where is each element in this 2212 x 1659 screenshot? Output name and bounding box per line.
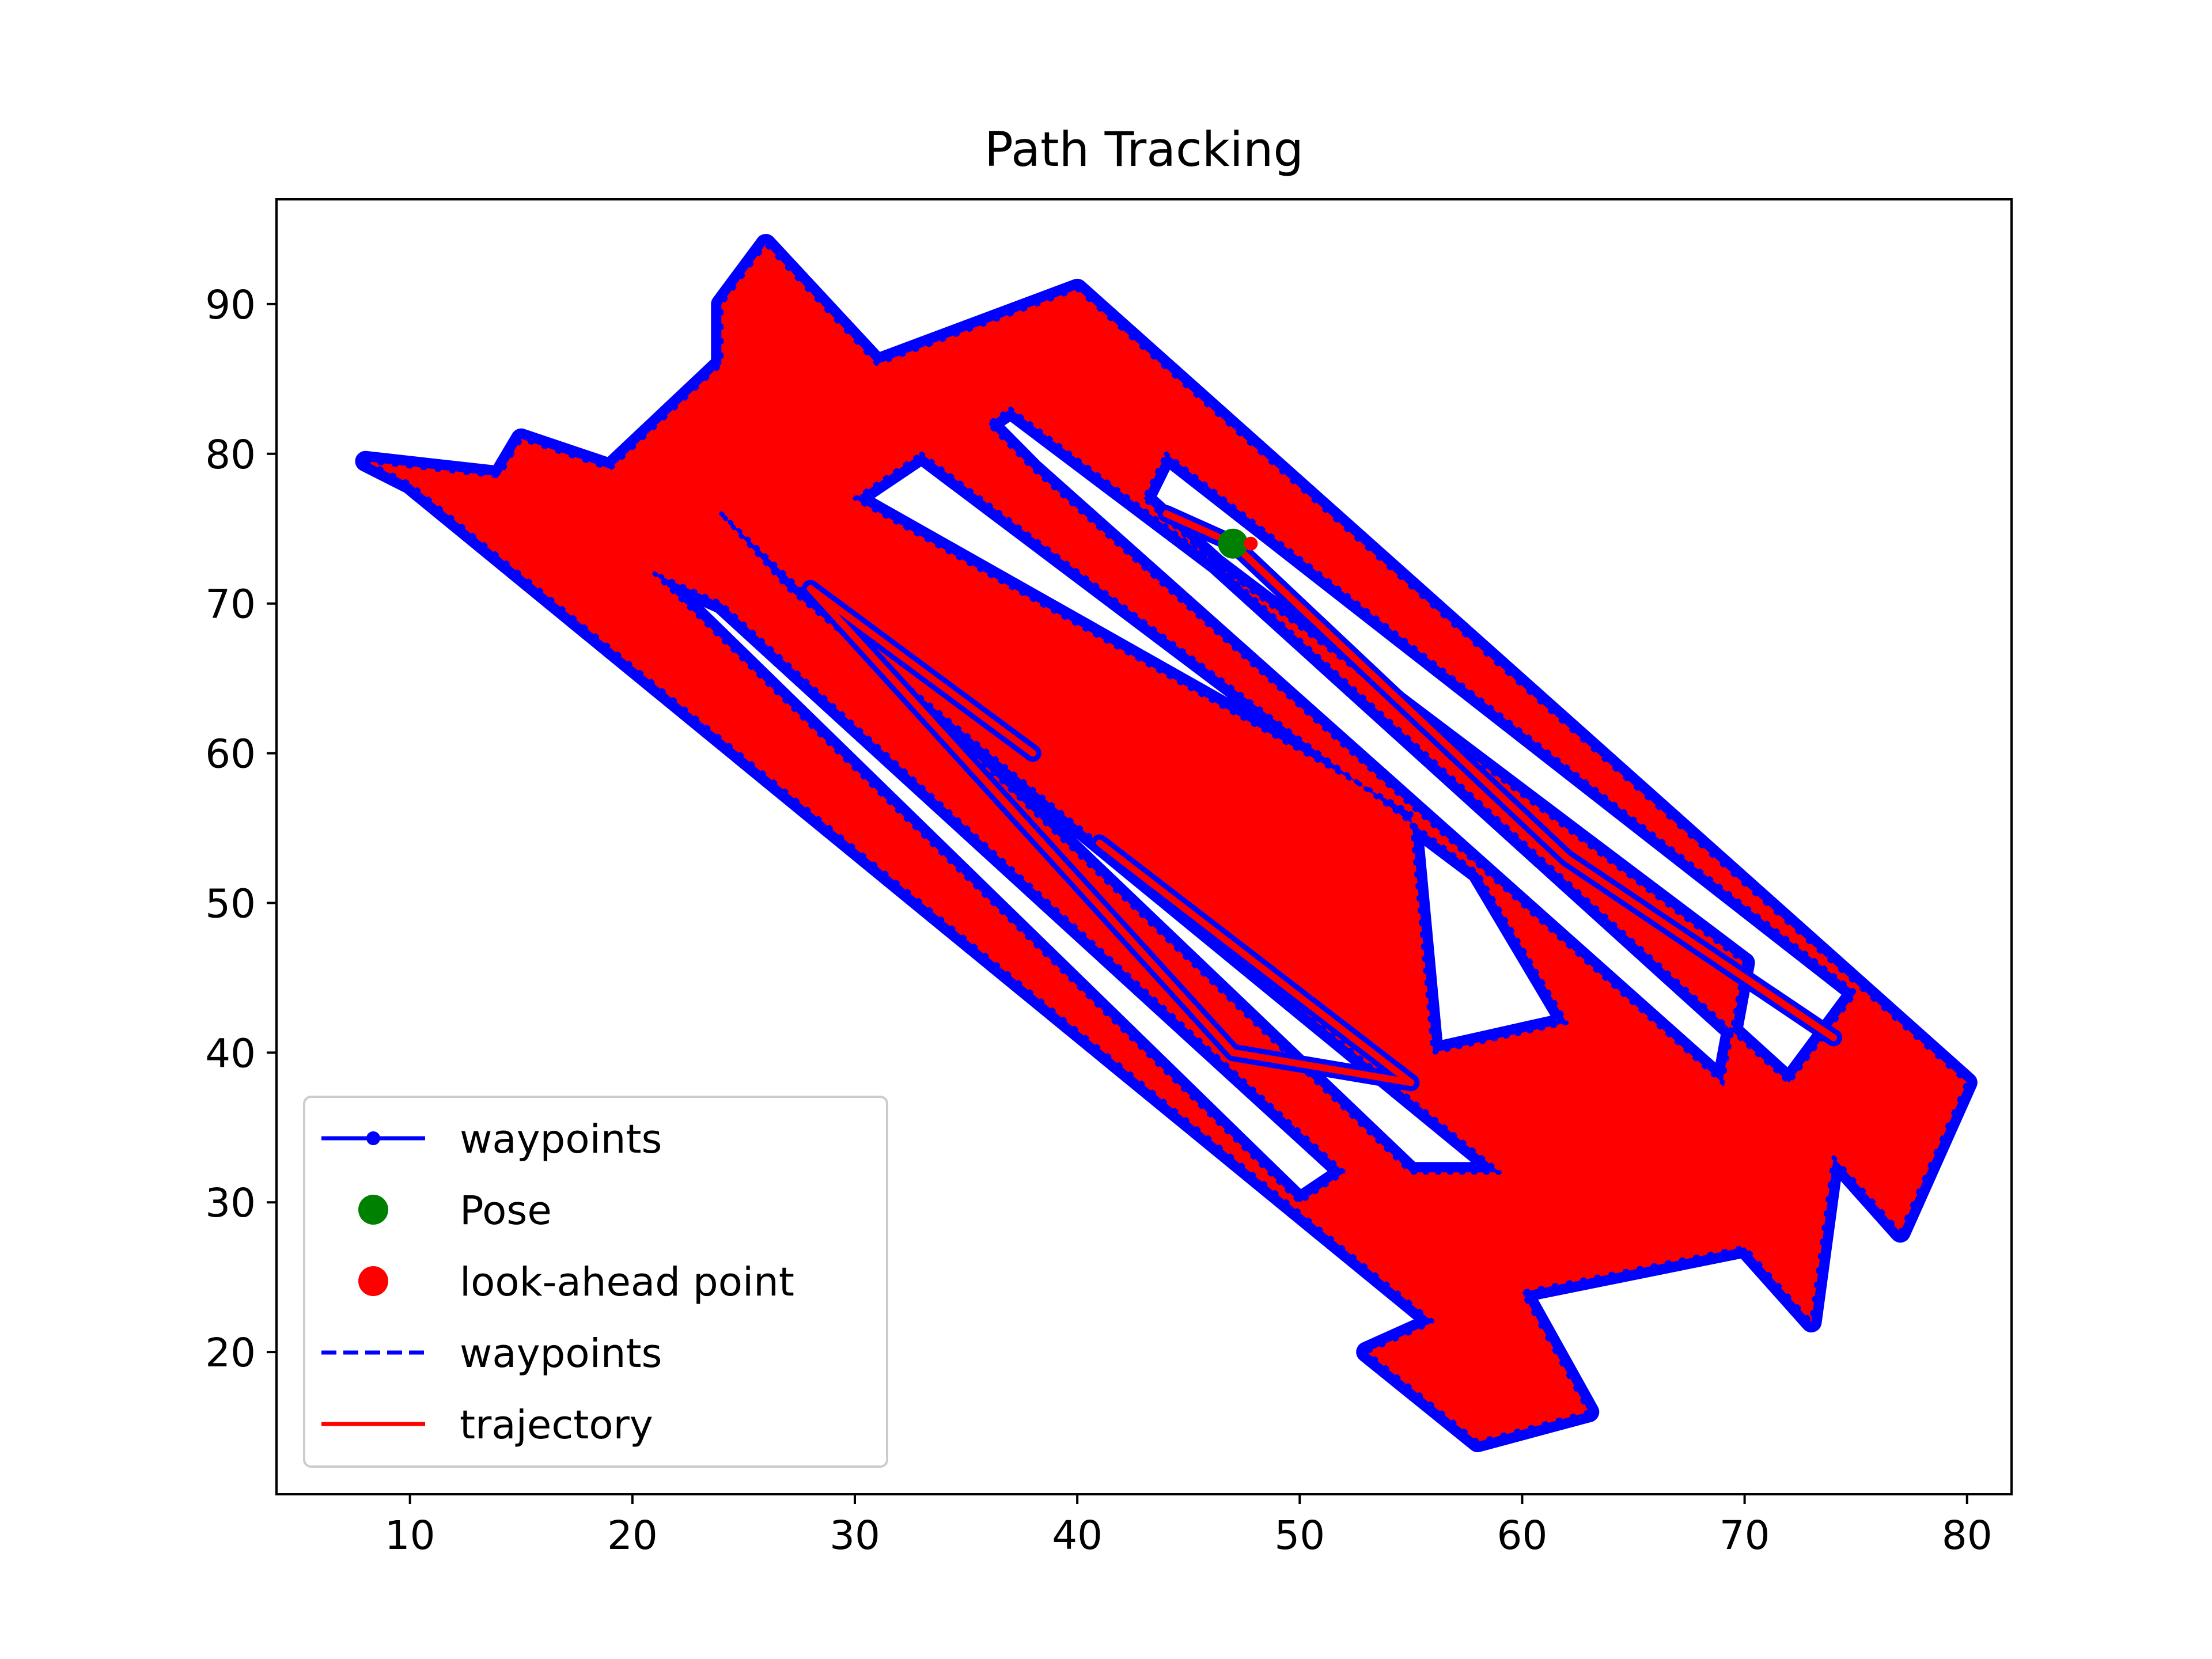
x-tick-label: 20 — [607, 1513, 658, 1559]
x-tick-label: 30 — [830, 1513, 880, 1559]
legend-entry-pose: Pose — [358, 1188, 552, 1234]
legend-entry-waypoints: waypoints — [321, 1116, 662, 1162]
y-tick-label: 40 — [205, 1031, 256, 1077]
chart-title: Path Tracking — [984, 122, 1304, 177]
legend-marker-lookahead — [358, 1266, 388, 1296]
legend-label-lookahead: look-ahead point — [460, 1259, 794, 1305]
legend-marker-waypoints — [366, 1131, 380, 1145]
y-tick-label: 60 — [205, 732, 256, 778]
pose-markers — [1218, 528, 1258, 559]
y-tick-label: 80 — [205, 432, 256, 478]
track-red-1 — [1162, 510, 1838, 1041]
legend-entry-lookahead: look-ahead point — [358, 1259, 794, 1305]
lane-line-2 — [1141, 450, 1859, 1086]
legend-entry-waypoints-dashed: waypoints — [321, 1331, 662, 1377]
pose-point-0 — [1218, 528, 1248, 559]
lane-line-1 — [984, 406, 1747, 1088]
legend-label-pose: Pose — [460, 1188, 552, 1234]
lookahead-point-0 — [1244, 536, 1258, 551]
y-tick-label: 20 — [205, 1330, 256, 1376]
legend-box — [303, 1096, 888, 1468]
legend-label-waypoints: waypoints — [460, 1116, 662, 1162]
x-tick-label: 10 — [385, 1513, 435, 1559]
legend: waypoints Pose look-ahead point waypoint… — [303, 1096, 888, 1468]
x-tick-label: 40 — [1052, 1513, 1103, 1559]
legend-marker-pose — [358, 1195, 388, 1225]
y-axis: 20 30 40 50 60 70 80 90 — [205, 282, 276, 1376]
x-tick-label: 50 — [1274, 1513, 1325, 1559]
track-red-0 — [806, 585, 1415, 1086]
lane-line-0 — [850, 450, 1570, 1056]
x-tick-label: 70 — [1719, 1513, 1770, 1559]
y-tick-label: 90 — [205, 282, 256, 328]
legend-entry-trajectory: trajectory — [321, 1402, 653, 1448]
x-tick-label: 80 — [1942, 1513, 1993, 1559]
x-tick-label: 60 — [1497, 1513, 1548, 1559]
path-band-trajectory-red — [365, 244, 1967, 1442]
y-tick-label: 50 — [205, 881, 256, 927]
y-tick-label: 70 — [205, 582, 256, 628]
lane-line-3 — [719, 512, 1506, 1175]
lane-line-outer — [364, 240, 1970, 1445]
legend-label-trajectory: trajectory — [460, 1402, 653, 1448]
connector-tracks — [801, 505, 1843, 1092]
y-tick-label: 30 — [205, 1180, 256, 1226]
path-band-lane-lines — [364, 240, 1970, 1445]
legend-label-waypoints-dashed: waypoints — [460, 1331, 662, 1377]
plot-area — [355, 234, 1978, 1452]
x-axis: 10 20 30 40 50 60 70 80 — [385, 1494, 1993, 1559]
plot-frame — [275, 198, 2013, 1495]
lane-line-4 — [653, 571, 1348, 1206]
